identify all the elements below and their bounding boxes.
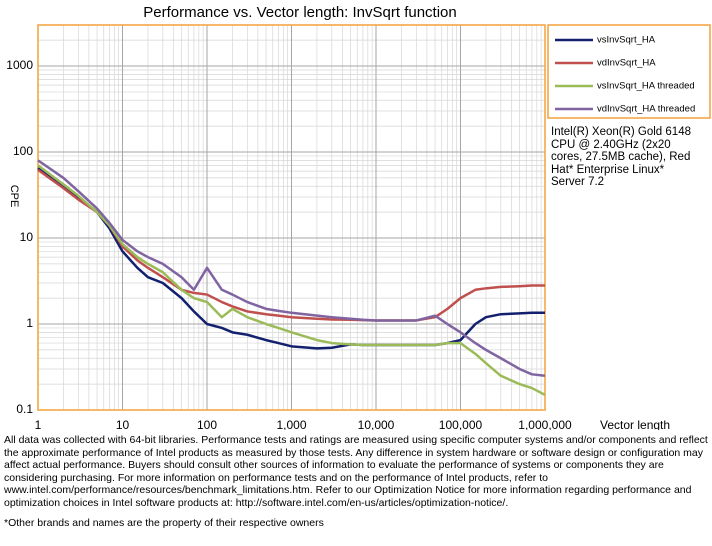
y-axis-label: CPE [8,185,20,208]
legend-label: vdInvSqrt_HA threaded [597,104,695,115]
chart: Performance vs. Vector length: InvSqrt f… [6,4,711,430]
x-tick-label: 100 [197,418,217,430]
x-tick-label: 1,000 [276,418,306,430]
system-info: Intel(R) Xeon(R) Gold 6148 CPU @ 2.40GHz… [551,126,691,188]
series-line [37,168,545,322]
x-axis-label: Vector length [600,418,670,430]
y-tick-label: 100 [13,144,33,158]
legend-label: vsInvSqrt_HA [597,35,656,46]
series-line [37,167,545,350]
y-tick-label: 1 [26,316,33,330]
x-tick-label: 10 [116,418,130,430]
chart-title: Performance vs. Vector length: InvSqrt f… [143,4,457,21]
legend-label: vsInvSqrt_HA threaded [597,81,695,92]
plot-border [37,24,546,411]
y-tick-label: 0.1 [16,402,33,416]
disclaimer: All data was collected with 64-bit libra… [4,434,708,509]
x-tick-label: 100,000 [439,418,483,430]
y-tick-label: 10 [20,230,34,244]
x-tick-label: 1 [35,418,42,430]
x-tick-label: 1,000,000 [518,418,572,430]
legend-label: vdInvSqrt_HA [597,58,656,69]
series-line [37,164,546,396]
x-tick-label: 10,000 [358,418,395,430]
y-tick-label: 1000 [6,58,33,72]
footnote: *Other brands and names are the property… [4,517,324,529]
series-line [37,159,546,378]
